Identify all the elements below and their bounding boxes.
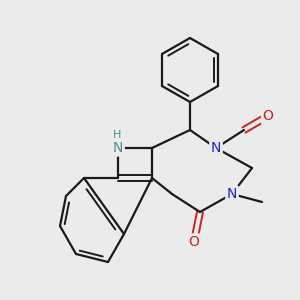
Text: N: N bbox=[227, 187, 237, 201]
Text: H: H bbox=[113, 130, 121, 140]
Text: O: O bbox=[189, 235, 200, 249]
Text: N: N bbox=[113, 141, 123, 155]
Text: N: N bbox=[211, 141, 221, 155]
Text: O: O bbox=[262, 109, 273, 123]
